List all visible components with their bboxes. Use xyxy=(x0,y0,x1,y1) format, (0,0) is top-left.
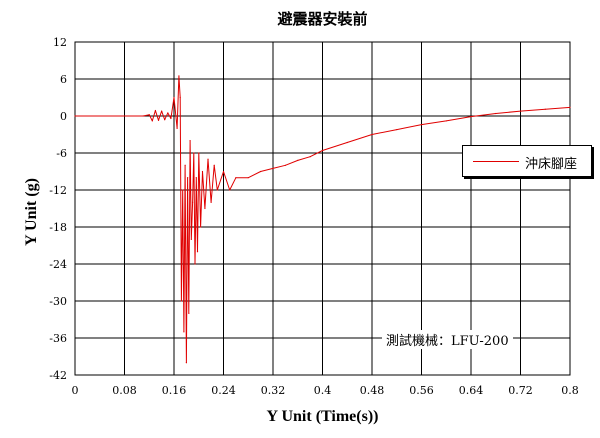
data-point xyxy=(173,96,175,99)
data-point xyxy=(235,177,237,179)
data-point xyxy=(470,116,472,118)
x-tick-label: 0.08 xyxy=(112,384,137,397)
data-point xyxy=(154,109,157,112)
data-point xyxy=(309,156,311,158)
data-point xyxy=(260,170,262,173)
data-point xyxy=(178,75,180,77)
data-point xyxy=(247,177,249,179)
x-tick-label: 0.72 xyxy=(508,384,533,397)
data-point xyxy=(194,263,196,265)
chart-title: 避震器安裝前 xyxy=(277,10,368,28)
x-tick-label: 0.16 xyxy=(162,384,187,397)
x-axis-label: Y Unit (Time(s)) xyxy=(266,408,379,425)
data-point xyxy=(184,164,186,166)
test-machine-annotation: 測試機械：LFU-200 xyxy=(382,330,513,349)
x-tick-label: 0.64 xyxy=(459,384,484,397)
data-point xyxy=(420,124,423,126)
data-point xyxy=(222,170,225,173)
x-tick-label: 0 xyxy=(72,384,79,397)
y-tick-label: -42 xyxy=(49,369,67,382)
data-point xyxy=(142,115,144,117)
data-point xyxy=(284,164,286,166)
data-point xyxy=(272,167,274,170)
data-point xyxy=(200,226,202,228)
data-point xyxy=(445,120,447,122)
data-point xyxy=(170,117,172,120)
x-tick-label: 0.32 xyxy=(261,384,286,397)
data-point xyxy=(321,149,324,152)
data-point xyxy=(179,96,181,99)
data-point xyxy=(148,114,150,116)
legend-label: 沖床腳座 xyxy=(525,157,578,172)
x-tick-label: 0.56 xyxy=(409,384,434,397)
y-tick-label: -30 xyxy=(49,295,67,308)
x-tick-label: 0.24 xyxy=(211,384,236,397)
data-point xyxy=(191,201,194,203)
data-point xyxy=(164,119,166,121)
data-point xyxy=(229,189,231,191)
x-tick-label: 0.48 xyxy=(360,384,385,397)
data-point xyxy=(519,110,522,112)
y-tick-label: -18 xyxy=(49,221,67,234)
data-point xyxy=(216,189,218,191)
data-point xyxy=(569,106,571,108)
data-point xyxy=(157,119,160,121)
data-point xyxy=(544,108,546,110)
data-point xyxy=(188,312,190,314)
data-point xyxy=(183,331,185,333)
series-line xyxy=(75,75,571,364)
data-point xyxy=(185,362,187,364)
y-tick-label: -36 xyxy=(49,332,67,345)
data-point xyxy=(182,189,184,191)
data-point xyxy=(201,170,204,173)
data-point xyxy=(371,133,373,136)
x-tick-label: 0.4 xyxy=(314,384,332,397)
tick-layer: 0 0.08 0.16 0.24 0.32 0.4 0.48 0.56 0.64 0.72 0.8 1… xyxy=(49,36,578,397)
data-point xyxy=(193,152,195,154)
series-layer xyxy=(74,75,571,364)
data-point xyxy=(213,164,215,166)
data-point xyxy=(189,140,191,142)
data-point xyxy=(346,141,348,144)
y-tick-label: 0 xyxy=(60,110,67,123)
data-point xyxy=(167,112,169,114)
y-tick-label: -6 xyxy=(56,147,67,160)
data-point xyxy=(180,300,183,302)
data-point xyxy=(204,207,206,210)
data-point xyxy=(396,128,398,131)
data-point xyxy=(151,120,153,122)
data-point xyxy=(195,177,197,179)
data-point xyxy=(196,251,199,253)
y-axis-label: Y Unit (g) xyxy=(23,178,40,246)
y-tick-label: -12 xyxy=(49,184,67,197)
legend-swatch xyxy=(473,161,519,162)
data-point xyxy=(207,158,209,160)
data-point xyxy=(190,238,192,240)
data-point xyxy=(210,201,212,203)
y-tick-label: 6 xyxy=(60,73,67,86)
data-point xyxy=(74,115,76,117)
data-point xyxy=(297,159,299,161)
x-tick-label: 0.8 xyxy=(561,384,579,397)
data-point xyxy=(495,112,497,115)
legend: 沖床腳座 xyxy=(462,145,592,177)
data-point xyxy=(176,127,178,129)
data-point xyxy=(161,110,163,112)
y-tick-label: -24 xyxy=(49,258,67,271)
data-point xyxy=(198,152,200,154)
data-point xyxy=(187,177,189,179)
y-tick-label: 12 xyxy=(53,36,67,49)
